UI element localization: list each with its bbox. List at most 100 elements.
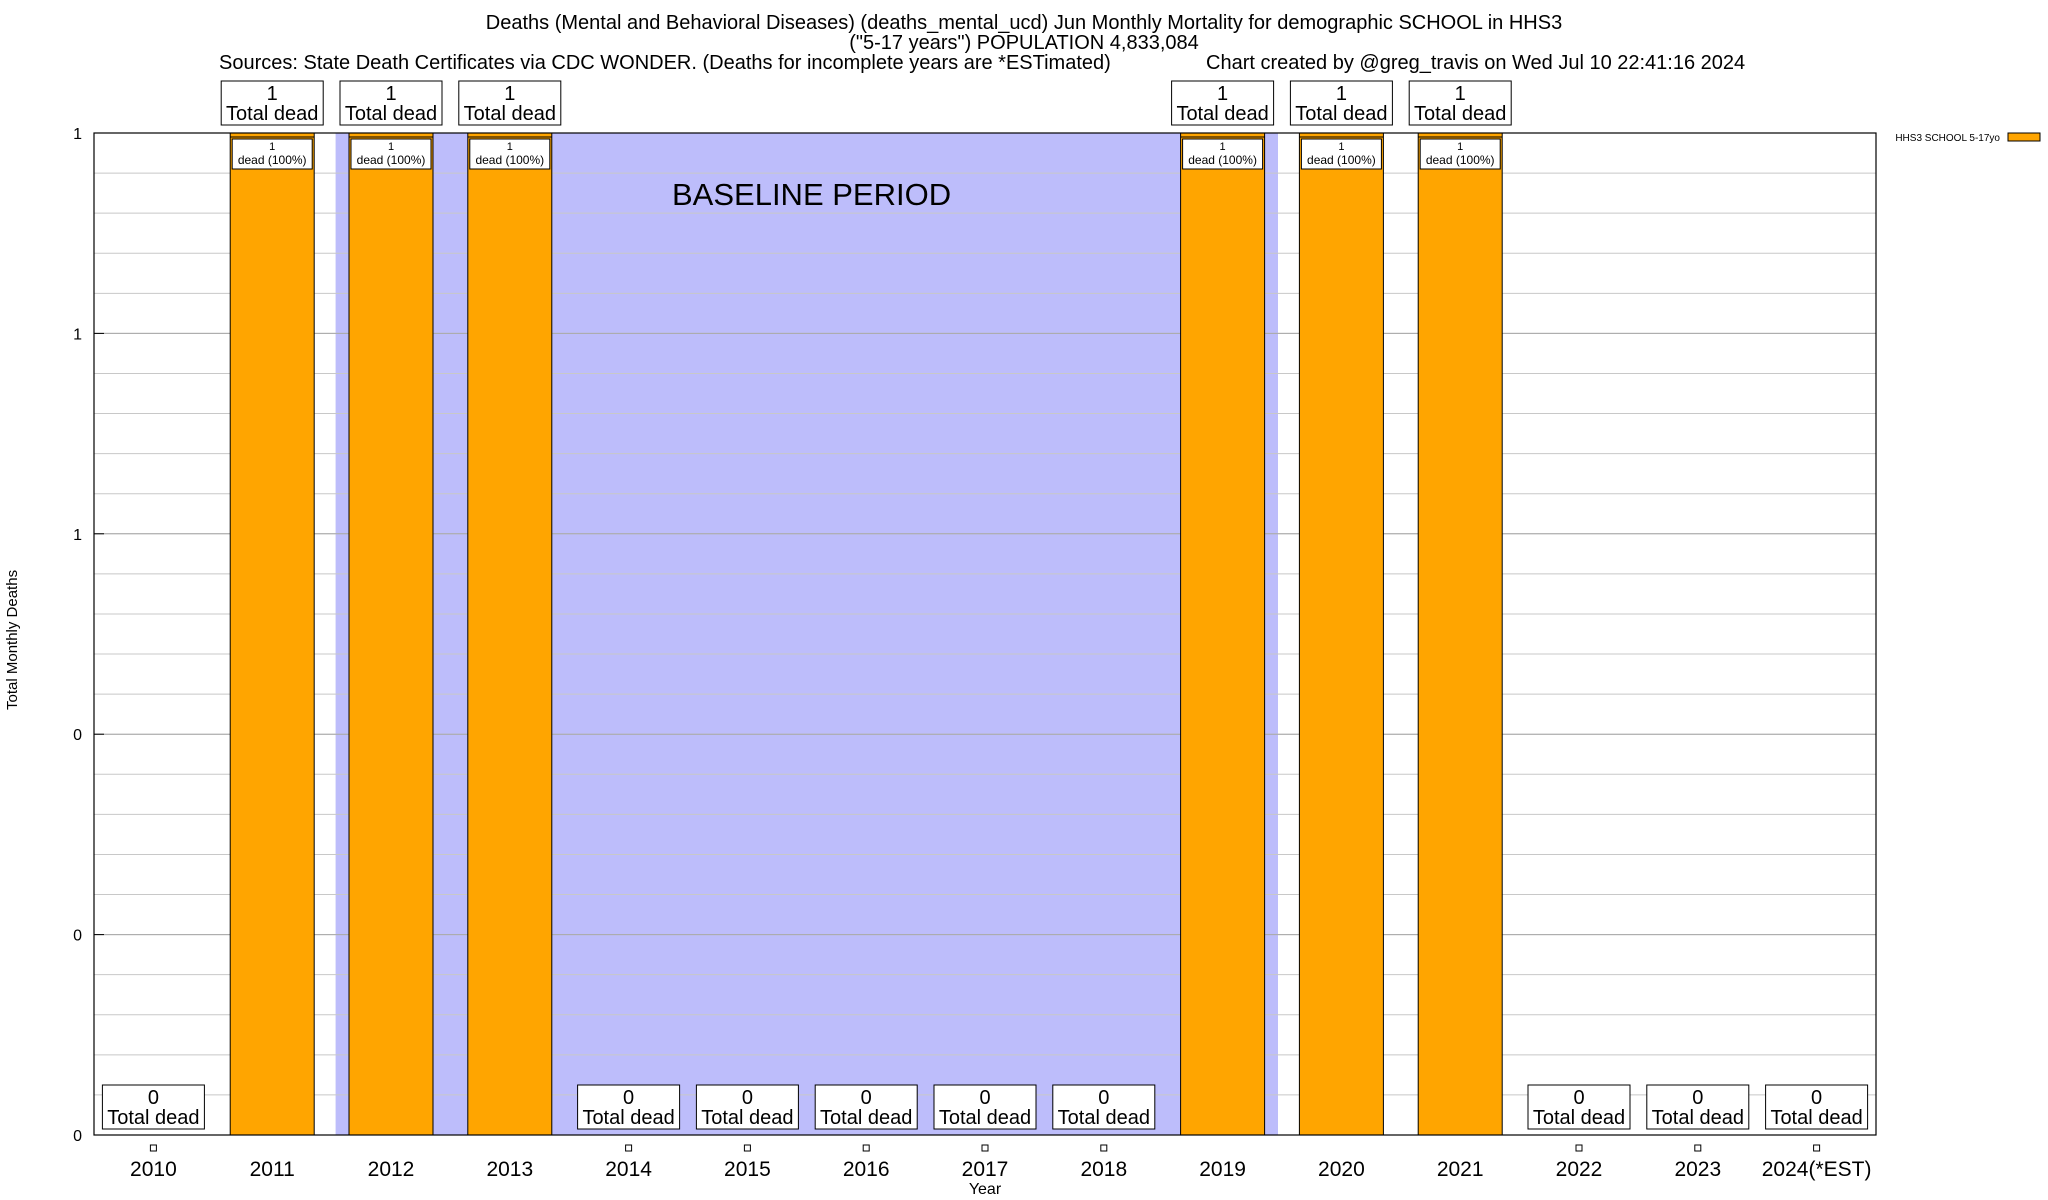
x-tick-label-2020: 2020	[1318, 1158, 1365, 1181]
bar-label-box	[350, 138, 432, 170]
x-tick-label-2019: 2019	[1199, 1158, 1246, 1181]
x-tick-label-2015: 2015	[724, 1158, 771, 1181]
y-tick-label: 1	[73, 527, 82, 544]
total-dead-count: 0	[1692, 1087, 1703, 1109]
total-dead-text: Total dead	[582, 1107, 674, 1129]
total-dead-count: 1	[1336, 83, 1347, 105]
total-dead-box	[1408, 80, 1512, 126]
bar-label-text: dead (100%)	[1426, 153, 1495, 167]
bar-label-text: dead (100%)	[1188, 153, 1257, 167]
legend-swatch	[2007, 132, 2041, 142]
bar-label-count: 1	[269, 141, 275, 153]
y-tick-label: 1	[73, 126, 82, 143]
bar-label-text: dead (100%)	[238, 153, 307, 167]
total-dead-count: 1	[267, 83, 278, 105]
total-dead-count: 0	[1811, 1087, 1822, 1109]
bar-2020	[1298, 132, 1384, 1136]
y-tick-label: 1	[73, 326, 82, 343]
total-dead-box	[933, 1084, 1037, 1130]
legend-entry-label: HHS3 SCHOOL 5-17yo	[1895, 133, 2000, 144]
total-dead-text: Total dead	[1058, 1107, 1150, 1129]
total-dead-box	[339, 80, 443, 126]
total-dead-count: 1	[1217, 83, 1228, 105]
bar-label-text: dead (100%)	[1307, 153, 1376, 167]
total-dead-count: 1	[385, 83, 396, 105]
zero-marker-2023	[1694, 1144, 1702, 1152]
x-tick-label-2022: 2022	[1556, 1158, 1603, 1181]
total-dead-count: 1	[1455, 83, 1466, 105]
total-dead-text: Total dead	[226, 103, 318, 125]
chart-credit: Chart created by @greg_travis on Wed Jul…	[1206, 52, 1746, 74]
total-dead-box	[577, 1084, 681, 1130]
total-dead-count: 0	[148, 1087, 159, 1109]
bar-2013	[467, 132, 553, 1136]
y-tick-label: 0	[73, 727, 82, 744]
legend: HHS3 SCHOOL 5-17yo	[1895, 132, 2041, 144]
total-dead-box	[1289, 80, 1393, 126]
y-tick-label: 0	[73, 928, 82, 945]
total-dead-count: 0	[742, 1087, 753, 1109]
total-dead-box	[101, 1084, 205, 1130]
total-dead-text: Total dead	[1533, 1107, 1625, 1129]
bar-label-box	[231, 138, 313, 170]
zero-marker-2015	[743, 1144, 751, 1152]
total-dead-text: Total dead	[1770, 1107, 1862, 1129]
total-dead-box	[220, 80, 324, 126]
baseline-period-label: BASELINE PERIOD	[672, 177, 951, 212]
x-tick-label-2010: 2010	[130, 1158, 177, 1181]
axes: 0 0 0 1 1 1 2010 2011 2012 2013 2014 2015 2016 2017 20…	[73, 126, 1877, 1198]
x-tick-label-2014: 2014	[605, 1158, 652, 1181]
total-dead-text: Total dead	[1295, 103, 1387, 125]
total-dead-count: 0	[861, 1087, 872, 1109]
plot-frame	[93, 132, 1877, 1136]
total-dead-text: Total dead	[1176, 103, 1268, 125]
zero-marker-2010	[149, 1144, 157, 1152]
zero-marker-2016	[862, 1144, 870, 1152]
total-dead-box	[1527, 1084, 1631, 1130]
bar-label-count: 1	[1338, 141, 1344, 153]
zero-marker-2022	[1575, 1144, 1583, 1152]
chart-title: Deaths (Mental and Behavioral Diseases) …	[0, 12, 2048, 35]
total-dead-count: 1	[504, 83, 515, 105]
total-dead-text: Total dead	[939, 1107, 1031, 1129]
bar-2011	[229, 132, 315, 1136]
bar-2019	[1180, 132, 1266, 1136]
total-dead-text: Total dead	[345, 103, 437, 125]
x-tick-label-2013: 2013	[486, 1158, 533, 1181]
x-tick-label-2018: 2018	[1080, 1158, 1127, 1181]
total-dead-box	[1765, 1084, 1869, 1130]
total-dead-text: Total dead	[464, 103, 556, 125]
bar-2021	[1417, 132, 1503, 1136]
zero-marker-2018	[1100, 1144, 1108, 1152]
bar-2012	[348, 132, 434, 1136]
y-axis-label: Total Monthly Deaths	[4, 569, 21, 710]
bar-label-count: 1	[1220, 141, 1226, 153]
total-dead-count: 0	[1573, 1087, 1584, 1109]
y-tick-label: 0	[73, 1128, 82, 1145]
x-tick-label-2021: 2021	[1437, 1158, 1484, 1181]
total-dead-box	[1171, 80, 1275, 126]
total-dead-box	[1052, 1084, 1156, 1130]
total-dead-box	[458, 80, 562, 126]
zero-marker-2017	[981, 1144, 989, 1152]
chart-title-line1: Deaths (Mental and Behavioral Diseases) …	[485, 12, 1563, 34]
bar-label-count: 1	[507, 141, 513, 153]
bar-label-box	[469, 138, 551, 170]
